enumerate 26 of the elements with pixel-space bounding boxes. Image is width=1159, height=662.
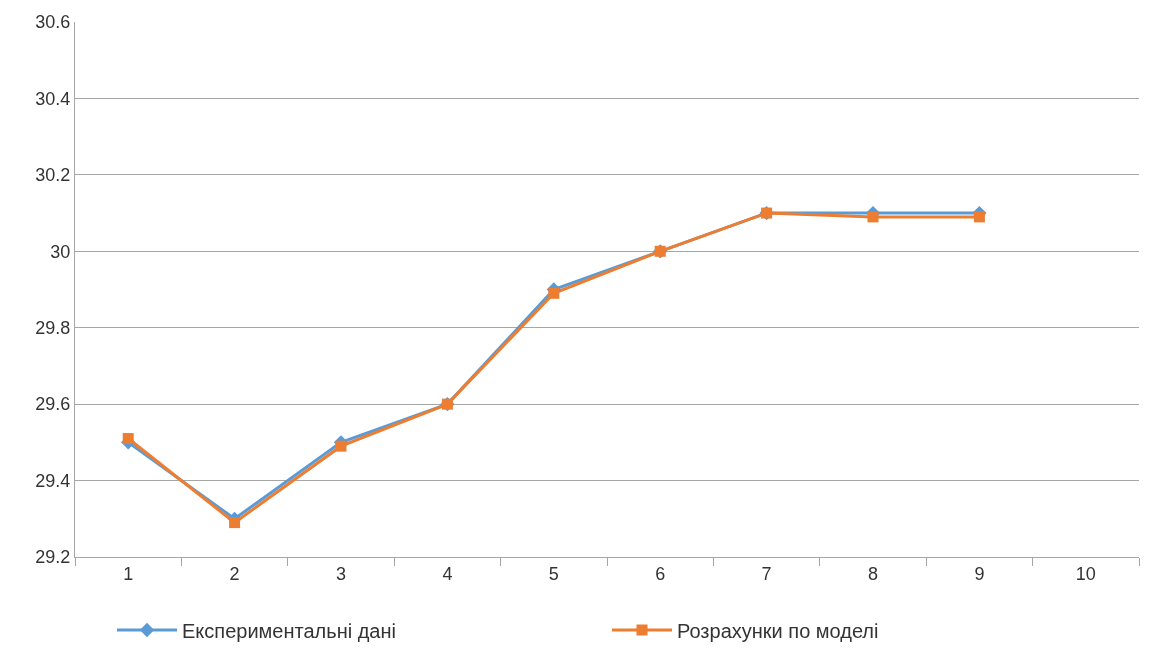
point (335, 440, 347, 452)
y-tick-label: 29.2 (35, 547, 71, 568)
x-tick-label: 3 (335, 563, 347, 584)
y-tick-label: 30.2 (35, 165, 71, 186)
y-tick-label: 29.6 (35, 394, 71, 415)
x-tick-label: 7 (761, 563, 772, 584)
x-tick-label: 10 (1075, 563, 1096, 584)
y-tick-label: 29.8 (35, 318, 71, 339)
y-tick-label: 30.6 (35, 12, 71, 33)
x-tick-label: 2 (229, 563, 240, 584)
x-tick-label: 8 (867, 563, 879, 584)
point (548, 287, 560, 299)
legend-label: Експериментальні дані (182, 619, 396, 642)
point (867, 211, 879, 223)
y-tick-label: 30.4 (35, 88, 71, 109)
x-tick-label: 9 (974, 563, 985, 584)
y-tick-label: 29.4 (35, 470, 71, 491)
x-tick-label: 1 (123, 563, 134, 584)
point (973, 211, 985, 223)
legend-label: Розрахунки по моделі (677, 619, 879, 642)
point (122, 433, 134, 445)
x-tick-label: 6 (655, 563, 666, 584)
y-tick-label: 30 (50, 241, 71, 262)
point (229, 517, 241, 529)
x-tick-label: 4 (442, 563, 453, 584)
x-tick-label: 5 (548, 563, 559, 584)
